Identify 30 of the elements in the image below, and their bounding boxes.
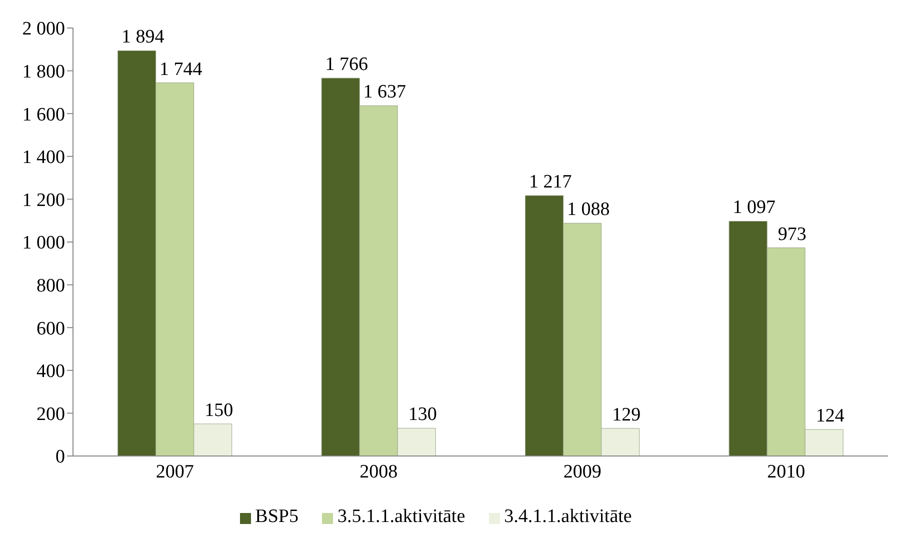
x-tick-label: 2007 <box>156 461 194 482</box>
data-label: 973 <box>778 224 806 245</box>
data-label: 1 088 <box>566 199 610 220</box>
legend-label: 3.4.1.1.aktivitāte <box>504 506 632 527</box>
y-tick-label: 1 200 <box>22 190 65 211</box>
y-tick-label: 1 400 <box>22 147 65 168</box>
data-label: 1 766 <box>325 54 368 76</box>
y-tick-label: 1 000 <box>22 232 65 254</box>
y-tick-label: 0 <box>56 446 65 468</box>
y-tick-label: 2 000 <box>22 18 65 40</box>
data-label: 150 <box>204 400 234 421</box>
y-tick-label: 600 <box>36 318 65 340</box>
data-label: 1 217 <box>528 172 572 193</box>
data-label: 1 894 <box>121 26 165 48</box>
data-label: 129 <box>612 404 641 426</box>
data-label: 1 744 <box>159 58 203 80</box>
legend-label: BSP5 <box>255 506 298 527</box>
legend-label: 3.5.1.1.aktivitāte <box>337 506 466 527</box>
y-tick-label: 800 <box>36 276 65 297</box>
x-tick-label: 2010 <box>767 461 806 482</box>
data-label: 124 <box>816 405 845 426</box>
data-label: 1 097 <box>732 197 776 218</box>
y-tick-label: 1 600 <box>22 104 65 126</box>
y-tick-label: 400 <box>36 361 65 382</box>
y-tick-label: 200 <box>36 404 65 425</box>
x-tick-label: 2009 <box>563 461 602 482</box>
data-label: 130 <box>408 404 437 426</box>
x-tick-label: 2008 <box>360 461 398 482</box>
data-label: 1 637 <box>363 82 406 103</box>
y-tick-label: 1 800 <box>22 62 65 83</box>
